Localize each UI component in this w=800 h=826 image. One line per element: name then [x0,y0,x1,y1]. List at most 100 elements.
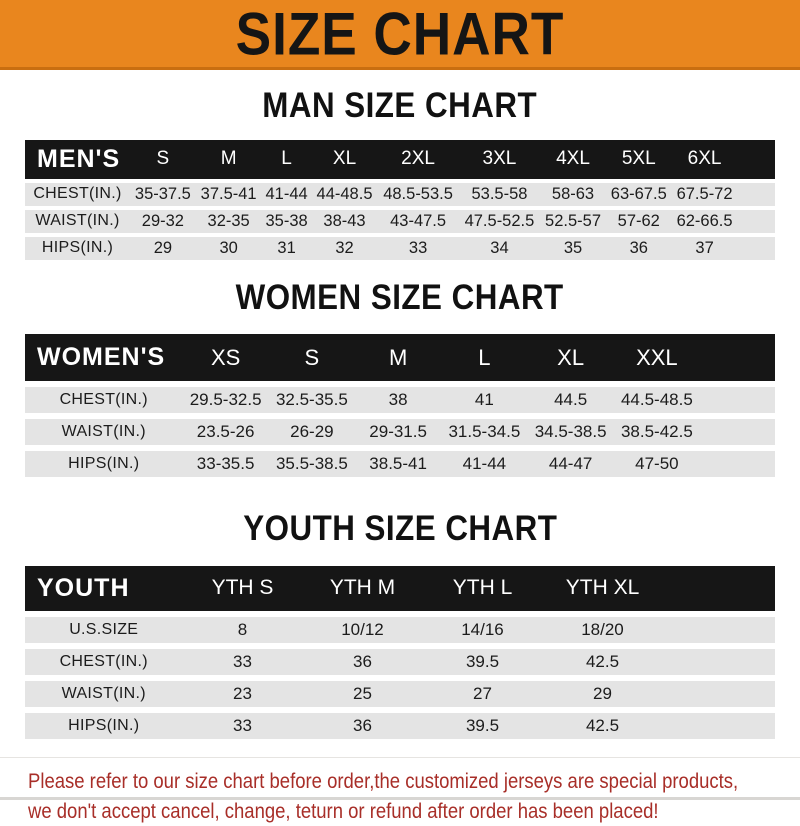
size-cell: 42.5 [542,648,663,675]
size-cell: 58-63 [540,182,606,206]
youth-size-table-grid: YOUTH YTH S YTH M YTH L YTH XL U.S.SIZE 8 10/12… [25,560,775,745]
women-section-heading: WOMEN SIZE CHART [0,278,800,315]
size-cell: 42.5 [542,712,663,739]
table-row: CHEST(IN.) 35-37.5 37.5-41 41-44 44-48.5 48.5… [25,182,775,206]
row-label: WAIST(IN.) [25,680,183,707]
size-cell: 35-37.5 [130,182,196,206]
mens-size-table: MEN'S S M L XL 2XL 3XL 4XL 5XL 6XL CHEST(IN.) 35-37… [25,136,775,264]
youth-size-table: YOUTH YTH S YTH M YTH L YTH XL U.S.SIZE 8 10/12… [25,560,775,745]
banner-title: SIZE CHART [235,0,565,67]
size-cell: 33 [377,236,459,260]
size-cell: 62-66.5 [671,209,738,233]
size-cell: 26-29 [268,419,355,446]
spacer-cell [662,680,775,707]
row-label: WAIST(IN.) [25,209,130,233]
column-header: L [261,139,312,179]
row-label: CHEST(IN.) [25,182,130,206]
size-cell: 8 [182,616,303,643]
size-cell: 44-48.5 [311,182,378,206]
womens-size-table-grid: WOMEN'S XS S M L XL XXL CHEST(IN.) 29.5-32.5 32.5… [25,328,775,483]
size-cell: 41-44 [261,182,312,206]
header-row: WOMEN'S XS S M L XL XXL [25,334,775,382]
mens-size-table-grid: MEN'S S M L XL 2XL 3XL 4XL 5XL 6XL CHEST(IN.) 35-37… [25,136,775,264]
table-title: WOMEN'S [25,334,183,382]
size-cell: 41 [441,387,528,414]
size-cell: 47.5-52.5 [458,209,541,233]
bottom-strip [0,797,800,800]
size-cell: 67.5-72 [671,182,738,206]
spacer-cell [737,139,775,179]
spacer-cell [737,182,775,206]
size-cell: 37.5-41 [195,182,262,206]
row-label: HIPS(IN.) [25,236,130,260]
table-title: MEN'S [25,139,130,179]
size-cell: 29 [130,236,196,260]
size-cell: 33 [182,712,303,739]
spacer-cell [662,648,775,675]
size-cell: 10/12 [302,616,423,643]
size-cell: 48.5-53.5 [377,182,459,206]
spacer-cell [700,419,775,446]
column-header: 3XL [458,139,541,179]
row-label: CHEST(IN.) [25,387,183,414]
size-cell: 31.5-34.5 [441,419,528,446]
row-label: U.S.SIZE [25,616,183,643]
row-label: CHEST(IN.) [25,648,183,675]
column-header: L [441,334,528,382]
size-cell: 38 [355,387,442,414]
size-cell: 43-47.5 [377,209,459,233]
size-cell: 33 [182,648,303,675]
column-header: 6XL [671,139,738,179]
size-cell: 44.5 [527,387,614,414]
footer-line-2: we don't accept cancel, change, teturn o… [28,798,659,823]
womens-size-table: WOMEN'S XS S M L XL XXL CHEST(IN.) 29.5-32.5 32.5… [25,328,775,483]
size-cell: 39.5 [422,648,543,675]
size-cell: 27 [422,680,543,707]
column-header: XXL [613,334,700,382]
size-cell: 23.5-26 [182,419,269,446]
size-cell: 44-47 [527,451,614,478]
spacer-cell [737,209,775,233]
size-cell: 35 [540,236,606,260]
size-cell: 63-67.5 [605,182,672,206]
row-label: HIPS(IN.) [25,712,183,739]
column-header: YTH XL [542,565,663,611]
row-label: HIPS(IN.) [25,451,183,478]
size-cell: 33-35.5 [182,451,269,478]
size-cell: 37 [671,236,738,260]
table-row: WAIST(IN.) 23.5-26 26-29 29-31.5 31.5-34.5 34… [25,419,775,446]
size-cell: 38-43 [311,209,378,233]
size-cell: 25 [302,680,423,707]
spacer-cell [700,334,775,382]
size-cell: 53.5-58 [458,182,541,206]
column-header: S [130,139,196,179]
size-cell: 18/20 [542,616,663,643]
size-cell: 41-44 [441,451,528,478]
size-cell: 29 [542,680,663,707]
table-row: CHEST(IN.) 29.5-32.5 32.5-35.5 38 41 44.5 44.5… [25,387,775,414]
table-row: HIPS(IN.) 29 30 31 32 33 34 35 36 37 [25,236,775,260]
header-row: YOUTH YTH S YTH M YTH L YTH XL [25,565,775,611]
table-row: WAIST(IN.) 29-32 32-35 35-38 38-43 43-47.5 47.… [25,209,775,233]
man-section-heading: MAN SIZE CHART [0,84,800,125]
banner: SIZE CHART [0,0,800,70]
size-cell: 57-62 [605,209,672,233]
size-cell: 32.5-35.5 [268,387,355,414]
size-cell: 35.5-38.5 [268,451,355,478]
man-section-heading-text: MAN SIZE CHART [262,84,538,125]
column-header: YTH S [182,565,303,611]
column-header: XL [311,139,378,179]
size-cell: 30 [195,236,262,260]
table-row: U.S.SIZE 8 10/12 14/16 18/20 [25,616,775,643]
size-cell: 36 [302,648,423,675]
spacer-cell [700,451,775,478]
size-cell: 36 [302,712,423,739]
column-header: XS [182,334,269,382]
spacer-cell [700,387,775,414]
spacer-cell [662,712,775,739]
size-cell: 32-35 [195,209,262,233]
footer-note: Please refer to our size chart before or… [0,756,800,826]
column-header: M [355,334,442,382]
size-cell: 34 [458,236,541,260]
